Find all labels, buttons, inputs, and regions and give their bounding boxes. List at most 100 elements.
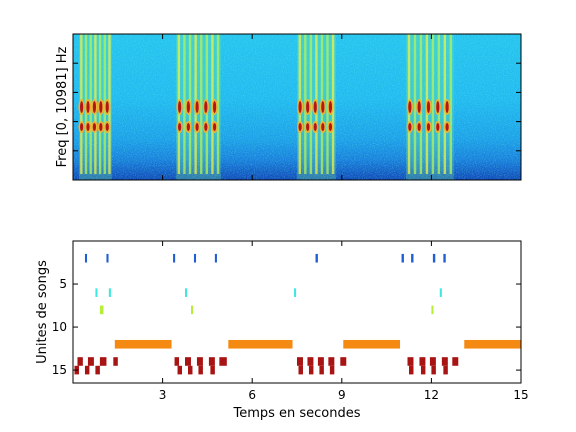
harmonic-mark [298,101,302,113]
song-unit-mark [106,253,109,263]
harmonic-mark [306,123,310,131]
spectrogram-ylabel: Freq [0, 10981] Hz [55,46,70,167]
harmonic-mark [212,101,217,113]
song-unit-mark [298,365,303,375]
song-unit-mark [219,357,227,366]
song-unit-mark [407,357,414,366]
harmonic-mark [408,123,412,131]
harmonic-mark [92,123,97,131]
song-unit-mark [187,365,193,375]
harmonic-mark [328,101,332,113]
harmonic-mark [445,123,449,131]
harmonic-mark [306,101,310,113]
harmonic-mark [178,101,182,113]
song-units-xtick-label: 9 [338,388,346,402]
harmonic-mark [92,101,97,113]
harmonic-mark [80,101,84,113]
spectrogram-panel: Freq [0, 10981] Hz [55,33,522,181]
song-unit-mark [431,305,434,315]
song-unit-mark [198,365,203,375]
song-unit-mark [317,357,324,366]
song-units-xtick-label: 6 [248,388,256,402]
harmonic-mark [86,101,90,113]
song-units-ytick-label: 15 [52,363,67,377]
harmonic-mark [86,123,90,131]
song-units-ytick-label: 5 [59,277,67,291]
song-units-ytick-label: 10 [52,320,67,334]
song-unit-mark [419,357,426,366]
spectrogram-burst [78,34,112,180]
harmonic-mark [436,101,440,113]
song-units-ticks: 3 6 9 12 15 5 10 15 [52,241,529,402]
song-unit-mark [177,365,183,375]
song-unit-mark [99,357,107,366]
song-unit-mark [77,357,83,366]
song-unit-mark [443,253,446,263]
song-unit-mark [108,288,111,297]
song-unit-mark [464,339,521,349]
harmonic-mark [186,101,190,113]
burst-stripe [449,34,453,174]
spectrogram-frame [72,33,522,181]
harmonic-mark [105,101,109,113]
song-unit-mark [315,253,318,263]
song-unit-mark [294,288,297,297]
song-unit-mark [193,253,197,263]
harmonic-mark [313,101,317,113]
burst-stripe [183,34,186,174]
song-unit-mark [409,365,414,375]
harmonic-mark [204,101,208,113]
song-unit-mark [173,253,176,263]
spectrogram-burst [296,34,336,180]
harmonic-mark [321,123,325,131]
song-units-xtick-label: 15 [513,388,528,402]
harmonic-mark [195,123,199,131]
song-unit-mark [185,288,188,297]
song-unit-mark [297,357,303,366]
song-unit-mark [443,365,448,375]
song-unit-mark [329,365,335,375]
song-unit-mark [95,288,98,297]
harmonic-mark [212,123,217,131]
song-unit-mark [190,305,194,315]
burst-stripe [413,34,417,174]
song-unit-mark [452,357,459,366]
harmonic-mark [178,123,182,131]
spectrogram-burst [406,34,454,180]
song-unit-mark [328,357,335,366]
song-unit-mark [307,357,314,366]
song-unit-mark [439,288,442,297]
song-unit-mark [185,357,191,366]
song-unit-mark [99,305,104,315]
song-unit-mark [228,339,293,349]
song-units-xlabel: Temps en secondes [232,406,360,421]
spectrogram-burst [176,34,221,180]
song-unit-mark [196,357,203,366]
song-unit-mark [84,365,90,375]
song-unit-mark [420,365,426,375]
song-unit-mark [95,365,100,375]
song-unit-mark [429,357,436,366]
song-unit-mark [214,253,217,263]
song-unit-mark [308,365,314,375]
song-unit-mark [84,253,88,263]
harmonic-mark [298,123,302,131]
spectrogram-bursts [78,34,454,180]
burst-stripe [200,34,203,174]
harmonic-mark [105,123,109,131]
burst-stripe [431,34,435,174]
song-unit-mark [210,365,215,375]
song-unit-mark [174,357,180,366]
burst-stripe [309,34,313,174]
song-units-panel: 3 6 9 12 15 5 10 15 Unites de songs Temps en se… [35,240,529,421]
harmonic-mark [99,123,103,131]
song-units-ylabel: Unites de songs [35,260,50,364]
harmonic-mark [328,123,332,131]
song-unit-mark [319,365,324,375]
song-units-xtick-label: 3 [159,388,167,402]
harmonic-mark [99,101,103,113]
song-unit-mark [411,253,414,263]
song-unit-mark [87,357,94,366]
song-unit-mark [114,339,172,349]
